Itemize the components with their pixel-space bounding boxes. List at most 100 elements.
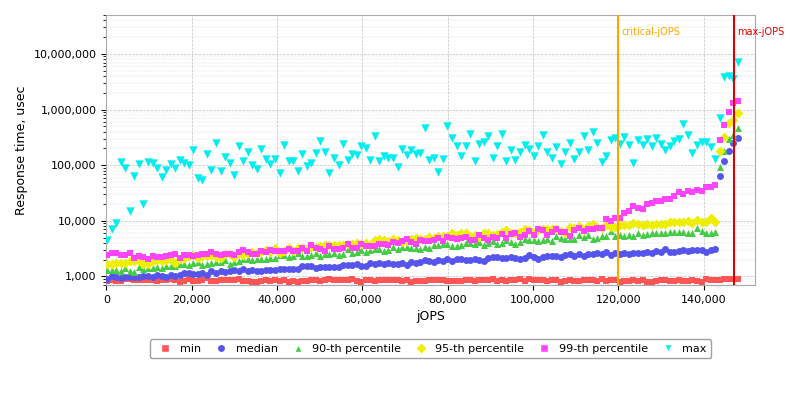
Point bbox=[396, 244, 409, 250]
Point bbox=[386, 244, 399, 250]
Point bbox=[410, 260, 422, 266]
Point bbox=[286, 266, 299, 272]
Point bbox=[291, 244, 304, 251]
Point bbox=[201, 272, 214, 278]
Point bbox=[659, 220, 672, 227]
Point bbox=[700, 230, 713, 236]
Point bbox=[650, 278, 662, 284]
Point bbox=[673, 189, 686, 196]
Point bbox=[631, 230, 644, 236]
Point bbox=[355, 241, 368, 247]
Point bbox=[369, 133, 382, 140]
Point bbox=[378, 277, 390, 284]
Point bbox=[123, 258, 136, 264]
Point bbox=[123, 208, 136, 214]
Point bbox=[427, 258, 440, 265]
Point bbox=[582, 251, 594, 257]
Point bbox=[123, 267, 136, 274]
Point bbox=[350, 249, 363, 256]
Point bbox=[128, 173, 141, 180]
Point bbox=[310, 265, 322, 271]
Point bbox=[586, 251, 599, 258]
Point bbox=[641, 136, 654, 142]
Point bbox=[196, 262, 209, 269]
Point bbox=[695, 228, 708, 234]
Point bbox=[478, 277, 490, 283]
Point bbox=[296, 151, 309, 157]
Point bbox=[573, 250, 586, 257]
Point bbox=[391, 237, 404, 243]
Point bbox=[128, 258, 141, 264]
Point bbox=[286, 248, 299, 254]
Point bbox=[577, 277, 590, 284]
Point bbox=[255, 146, 268, 152]
Text: max-jOPS: max-jOPS bbox=[737, 27, 784, 37]
Point bbox=[427, 237, 440, 244]
Point bbox=[174, 157, 186, 163]
Point bbox=[468, 157, 481, 164]
Point bbox=[704, 144, 717, 150]
Point bbox=[505, 231, 518, 237]
Point bbox=[259, 156, 272, 163]
Point bbox=[527, 232, 540, 238]
Point bbox=[160, 274, 173, 280]
Point bbox=[663, 219, 676, 226]
Point bbox=[378, 237, 390, 244]
Point bbox=[573, 224, 586, 231]
Point bbox=[568, 278, 581, 284]
Point bbox=[609, 276, 622, 283]
Point bbox=[137, 266, 150, 272]
Point bbox=[641, 248, 654, 255]
Point bbox=[323, 242, 336, 249]
Point bbox=[627, 220, 640, 226]
Point bbox=[700, 183, 713, 190]
Point bbox=[250, 268, 263, 274]
Point bbox=[259, 256, 272, 262]
Point bbox=[714, 137, 726, 144]
Point bbox=[327, 246, 340, 252]
Point bbox=[342, 246, 354, 252]
Point bbox=[237, 158, 250, 164]
Point bbox=[382, 155, 395, 161]
Point bbox=[174, 261, 186, 267]
Point bbox=[359, 243, 372, 249]
Point bbox=[432, 242, 445, 248]
Point bbox=[650, 221, 662, 227]
Point bbox=[119, 276, 132, 282]
Point bbox=[541, 253, 554, 259]
Point bbox=[291, 266, 304, 272]
Point bbox=[491, 278, 504, 284]
Point bbox=[677, 218, 690, 225]
Point bbox=[563, 277, 576, 284]
Point bbox=[541, 232, 554, 238]
Point bbox=[532, 277, 545, 283]
Point bbox=[722, 109, 735, 116]
Point bbox=[278, 266, 290, 272]
Point bbox=[273, 278, 286, 284]
Point bbox=[468, 240, 481, 247]
Point bbox=[396, 260, 409, 267]
Point bbox=[568, 227, 581, 233]
Point bbox=[210, 270, 222, 276]
Point bbox=[337, 242, 350, 249]
Point bbox=[677, 229, 690, 236]
Point bbox=[690, 247, 703, 253]
Point bbox=[114, 159, 127, 166]
Point bbox=[242, 249, 254, 255]
Point bbox=[323, 276, 336, 283]
Point bbox=[727, 132, 740, 138]
Point bbox=[337, 244, 350, 251]
Point bbox=[641, 221, 654, 227]
Point bbox=[405, 239, 418, 245]
Point bbox=[423, 238, 436, 244]
Point bbox=[205, 278, 218, 284]
Point bbox=[618, 221, 630, 228]
Point bbox=[582, 147, 594, 154]
Point bbox=[654, 141, 667, 147]
Point bbox=[218, 277, 231, 284]
Point bbox=[182, 251, 195, 258]
Point bbox=[600, 249, 613, 256]
Point bbox=[106, 277, 118, 283]
Point bbox=[654, 220, 667, 227]
Point bbox=[205, 252, 218, 258]
